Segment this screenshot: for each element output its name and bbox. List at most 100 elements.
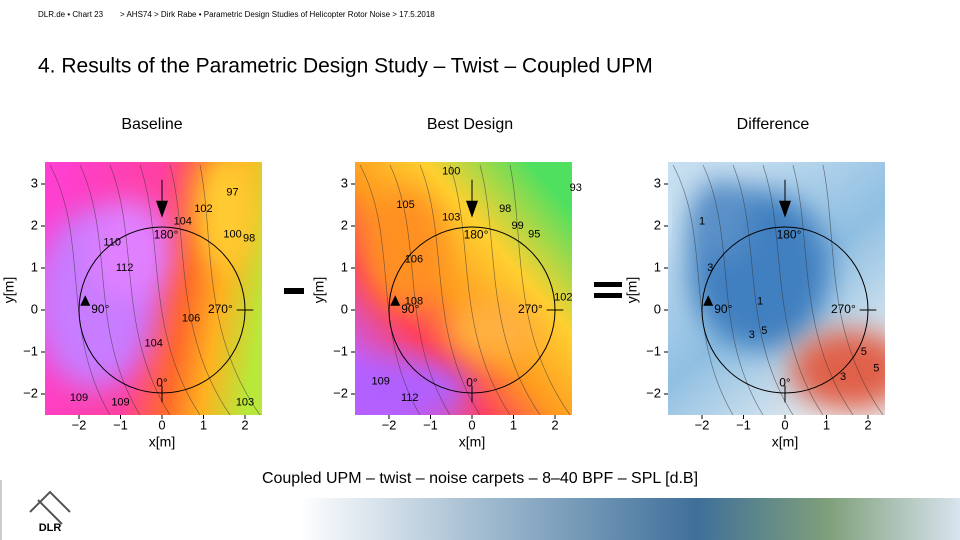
- contour-line: [419, 164, 481, 415]
- contour-line: [702, 164, 764, 415]
- x-tick-label: 1: [823, 417, 830, 432]
- x-tick-label: 0: [468, 417, 475, 432]
- contour-line: [449, 164, 511, 415]
- azimuth-label: 90°: [714, 302, 732, 316]
- y-tick-label: −2: [23, 385, 38, 400]
- arrow-head: [703, 295, 714, 306]
- arrow-head: [466, 200, 478, 218]
- caption: Coupled UPM – twist – noise carpets – 8–…: [262, 470, 698, 487]
- contour-label: 109: [372, 375, 390, 387]
- y-tick-label: 3: [341, 175, 348, 190]
- banner-image: [300, 498, 960, 540]
- contour-line: [672, 164, 734, 415]
- y-tick-label: −2: [333, 385, 348, 400]
- x-tick-label: 2: [241, 417, 248, 432]
- y-axis-label: y[m]: [311, 277, 327, 303]
- logo-text: DLR: [39, 522, 62, 534]
- contour-line: [792, 164, 854, 415]
- contour-label: 102: [194, 203, 212, 215]
- x-tick-label: −1: [736, 417, 751, 432]
- x-axis-label: x[m]: [149, 434, 175, 450]
- contour-line: [79, 164, 141, 415]
- x-tick-label: −1: [113, 417, 128, 432]
- minus-sign: [284, 288, 304, 294]
- y-tick-label: −1: [646, 343, 661, 358]
- heatmap-blob: [790, 330, 885, 410]
- y-tick-label: −1: [333, 343, 348, 358]
- contour-label: 104: [174, 216, 192, 228]
- azimuth-label: 270°: [518, 302, 543, 316]
- x-tick-label: 1: [510, 417, 517, 432]
- x-tick-label: −2: [382, 417, 397, 432]
- heatmap-blob: [365, 190, 445, 310]
- y-tick-label: 0: [31, 301, 38, 316]
- contour-label: 108: [405, 296, 423, 308]
- azimuth-label: 270°: [831, 302, 856, 316]
- x-tick-label: 2: [551, 417, 558, 432]
- contour-label: 99: [512, 220, 524, 232]
- heatmap-blob: [195, 162, 255, 270]
- contour-line: [479, 164, 541, 415]
- contour-label: 5: [761, 325, 767, 337]
- x-tick-label: −2: [72, 417, 87, 432]
- panel-title: Baseline: [121, 116, 182, 133]
- contour-line: [509, 164, 571, 415]
- y-tick-label: 2: [654, 217, 661, 232]
- contour-label: 3: [749, 329, 755, 341]
- y-tick-label: 3: [654, 175, 661, 190]
- contour-label: 105: [396, 199, 414, 211]
- dlr-logo: [29, 490, 71, 525]
- panel-title: Difference: [737, 116, 810, 133]
- y-tick-label: 1: [31, 259, 38, 274]
- equals-sign: [594, 282, 622, 287]
- arrow-head: [156, 200, 168, 218]
- heatmap: [45, 162, 262, 415]
- azimuth-label: 180°: [464, 227, 489, 241]
- arrow-head: [390, 295, 401, 306]
- azimuth-label: 270°: [208, 302, 233, 316]
- contour-line: [139, 164, 201, 415]
- logo-rule: [0, 480, 2, 540]
- y-tick-label: −2: [646, 385, 661, 400]
- x-tick-label: 0: [781, 417, 788, 432]
- y-tick-label: 3: [31, 175, 38, 190]
- contour-label: 112: [116, 262, 134, 274]
- y-axis-label: y[m]: [624, 277, 640, 303]
- contour-line: [359, 164, 421, 415]
- x-tick-label: 1: [200, 417, 207, 432]
- equals-sign: [594, 293, 622, 298]
- contour-label: 106: [405, 254, 423, 266]
- heatmap-blob: [355, 360, 470, 415]
- y-tick-label: 2: [341, 217, 348, 232]
- arrow-head: [80, 295, 91, 306]
- y-tick-label: −1: [23, 343, 38, 358]
- contour-label: 109: [70, 392, 88, 404]
- heatmap: [355, 162, 572, 415]
- contour-label: 102: [554, 291, 572, 303]
- contour-label: 110: [103, 237, 121, 249]
- x-axis-label: x[m]: [459, 434, 485, 450]
- azimuth-label: 180°: [777, 227, 802, 241]
- contour-line: [169, 164, 231, 415]
- y-tick-label: 2: [31, 217, 38, 232]
- y-tick-label: 1: [654, 259, 661, 274]
- contour-label: 97: [226, 186, 238, 198]
- contour-label: 5: [873, 363, 879, 375]
- x-tick-label: −2: [695, 417, 710, 432]
- contour-label: 1: [699, 216, 705, 228]
- contour-label: 95: [528, 228, 540, 240]
- x-axis-label: x[m]: [772, 434, 798, 450]
- contour-label: 98: [499, 203, 511, 215]
- contour-label: 3: [707, 262, 713, 274]
- contour-label: 100: [223, 228, 241, 240]
- contour-label: 103: [236, 396, 254, 408]
- contour-line: [762, 164, 824, 415]
- contour-label: 109: [111, 396, 129, 408]
- azimuth-label: 0°: [466, 376, 478, 390]
- contour-label: 1: [757, 296, 763, 308]
- x-tick-label: 2: [864, 417, 871, 432]
- contour-label: 103: [442, 212, 460, 224]
